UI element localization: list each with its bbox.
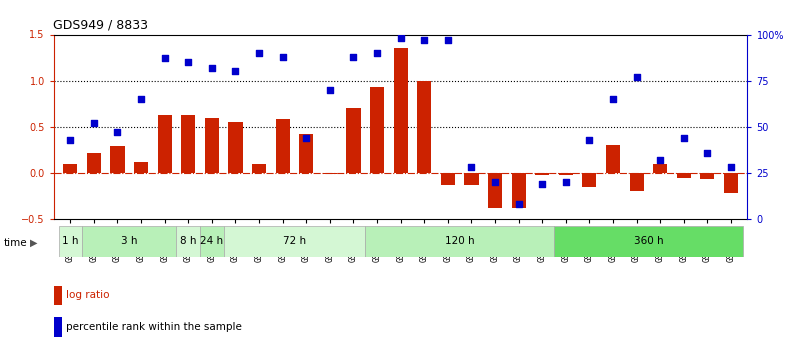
Point <box>324 87 336 93</box>
Bar <box>229 122 243 173</box>
Text: 360 h: 360 h <box>634 237 663 246</box>
Bar <box>205 118 219 173</box>
Text: time: time <box>4 238 28 248</box>
Bar <box>59 226 82 257</box>
Bar <box>252 164 266 173</box>
Bar <box>63 164 78 173</box>
Bar <box>200 226 224 257</box>
Bar <box>700 173 714 179</box>
Bar <box>653 164 668 173</box>
Text: 72 h: 72 h <box>283 237 306 246</box>
Bar <box>346 108 361 173</box>
Point <box>677 135 690 141</box>
Bar <box>365 226 554 257</box>
Bar <box>370 87 384 173</box>
Bar <box>176 226 200 257</box>
Bar <box>512 173 526 208</box>
Point <box>513 201 525 207</box>
Point <box>559 179 572 185</box>
Point <box>607 96 619 102</box>
Point <box>725 165 737 170</box>
Point <box>182 59 195 65</box>
Point <box>654 157 667 163</box>
Text: 120 h: 120 h <box>445 237 475 246</box>
Bar <box>157 115 172 173</box>
Point <box>630 74 643 80</box>
Point <box>134 96 147 102</box>
Text: ▶: ▶ <box>30 238 37 248</box>
Point <box>276 54 289 59</box>
Bar <box>417 81 431 173</box>
Text: 3 h: 3 h <box>121 237 138 246</box>
Point <box>441 37 454 43</box>
Point <box>158 56 171 61</box>
Point <box>229 69 242 74</box>
Bar <box>323 173 337 174</box>
Point <box>465 165 478 170</box>
Bar <box>554 226 743 257</box>
Bar <box>111 146 124 173</box>
Point <box>536 181 548 187</box>
Bar <box>582 173 596 187</box>
Text: 1 h: 1 h <box>62 237 78 246</box>
Point <box>88 120 100 126</box>
Bar <box>441 173 455 185</box>
Bar <box>630 173 644 191</box>
Bar <box>181 115 195 173</box>
Point <box>253 50 266 56</box>
Text: GDS949 / 8833: GDS949 / 8833 <box>53 19 148 32</box>
Bar <box>275 119 290 173</box>
Bar <box>299 134 313 173</box>
Text: log ratio: log ratio <box>66 290 110 300</box>
Bar <box>536 173 549 175</box>
Bar <box>54 286 62 305</box>
Bar <box>54 317 62 337</box>
Point <box>112 130 124 135</box>
Bar <box>558 173 573 175</box>
Bar <box>464 173 479 185</box>
Point <box>347 54 360 59</box>
Point <box>489 179 501 185</box>
Point <box>64 137 77 142</box>
Text: 24 h: 24 h <box>200 237 223 246</box>
Bar <box>394 48 407 173</box>
Point <box>371 50 384 56</box>
Bar <box>87 152 101 173</box>
Point <box>701 150 713 155</box>
Bar <box>488 173 502 208</box>
Point <box>394 36 407 41</box>
Bar <box>224 226 365 257</box>
Text: 8 h: 8 h <box>180 237 196 246</box>
Bar <box>724 173 738 193</box>
Point <box>583 137 596 142</box>
Bar <box>677 173 691 178</box>
Point <box>418 37 430 43</box>
Point <box>300 135 312 141</box>
Bar <box>606 145 620 173</box>
Bar <box>134 162 148 173</box>
Bar <box>82 226 176 257</box>
Text: percentile rank within the sample: percentile rank within the sample <box>66 322 242 332</box>
Point <box>206 65 218 70</box>
